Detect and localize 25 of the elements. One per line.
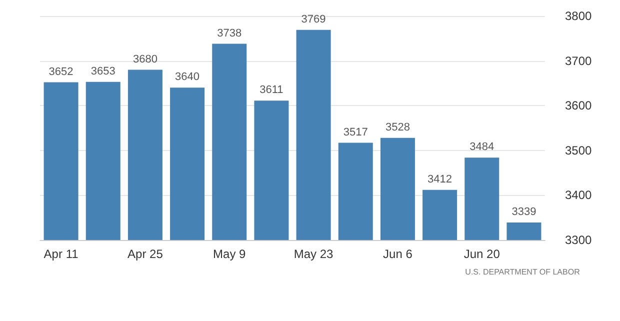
y-tick-label: 3500 (565, 143, 592, 158)
y-tick-label: 3300 (565, 233, 592, 247)
data-label: 3680 (132, 53, 158, 66)
x-tick-label: Jun 20 (464, 247, 500, 261)
x-tick-label: May 23 (294, 247, 334, 261)
y-tick-label: 3700 (565, 54, 592, 68)
data-label: 3769 (301, 13, 326, 26)
data-label: 3738 (217, 27, 242, 40)
data-label: 3412 (428, 173, 452, 186)
x-tick-label: Jun 6 (383, 247, 413, 261)
text: U.S. DEPARTMENT OF LABOR (465, 268, 580, 276)
data-label: 3611 (260, 84, 284, 96)
data-label: 3528 (385, 121, 410, 134)
data-label: 3653 (90, 65, 116, 78)
y-tick-label: 3400 (565, 188, 592, 202)
data-label: 3517 (343, 126, 368, 138)
x-tick-label: Apr 11 (44, 247, 79, 261)
data-label: 3484 (470, 141, 494, 154)
data-label: 3339 (512, 206, 536, 218)
x-tick-label: May 9 (213, 247, 246, 261)
data-label: 3640 (175, 71, 200, 84)
data-label: 3652 (48, 66, 74, 78)
x-tick-label: Apr 25 (128, 247, 164, 261)
y-tick-label: 3800 (565, 9, 592, 23)
y-tick-label: 3600 (565, 98, 592, 113)
